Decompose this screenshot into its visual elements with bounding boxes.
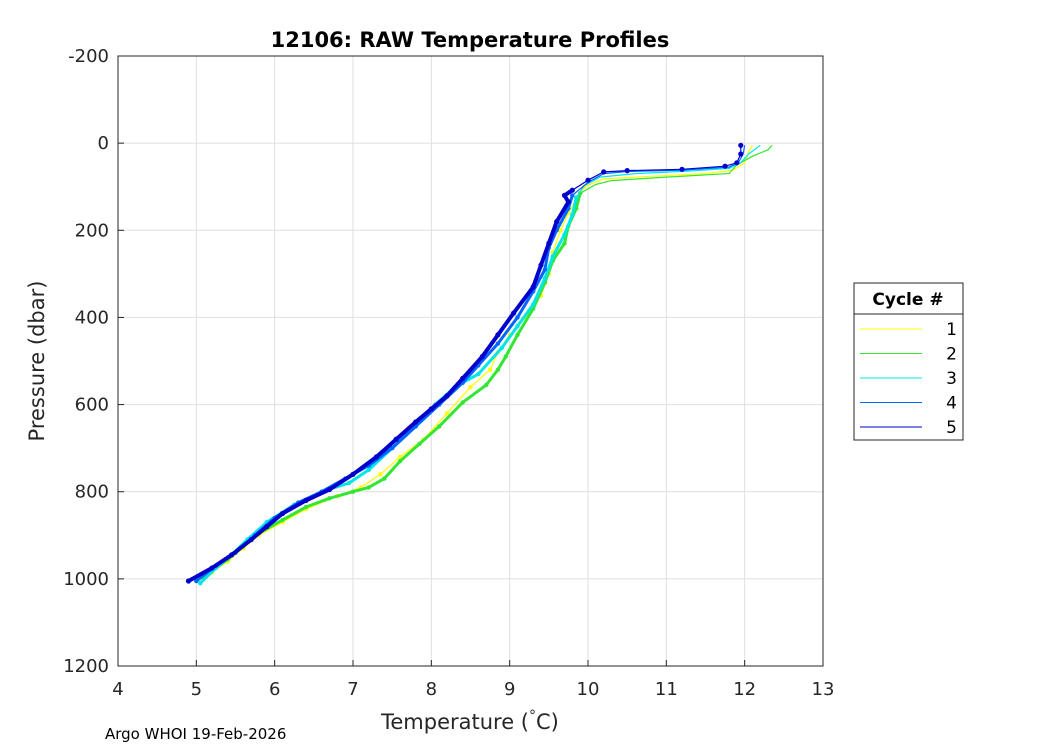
x-tick-label: 6 <box>269 679 280 700</box>
x-tick-label: 7 <box>347 679 358 700</box>
legend-label-cycle-4: 4 <box>946 394 957 414</box>
x-tick-label: 10 <box>577 679 600 700</box>
data-point <box>722 163 728 169</box>
y-tick-labels: -200 0 200 400 600 800 1000 1200 <box>63 46 124 677</box>
legend-title: Cycle # <box>872 290 943 310</box>
data-point <box>444 411 450 416</box>
x-tick-label: 13 <box>812 679 835 700</box>
footer-credit: Argo WHOI 19-Feb-2026 <box>105 725 287 743</box>
data-point <box>738 151 744 157</box>
y-tick-label: 200 <box>75 220 109 241</box>
x-tick-label: 9 <box>504 679 515 700</box>
y-tick-label: 800 <box>75 482 109 503</box>
legend: Cycle # 1 2 3 4 5 <box>853 282 964 441</box>
legend-label-cycle-2: 2 <box>946 345 957 365</box>
y-tick-label: 600 <box>75 395 109 416</box>
data-point <box>397 454 403 460</box>
plot-area <box>117 55 824 667</box>
data-point <box>734 160 740 166</box>
data-point <box>378 472 383 477</box>
data-point <box>487 367 493 372</box>
y-tick-label: 0 <box>98 133 109 154</box>
degree-symbol: ° <box>529 708 536 724</box>
series-layer <box>185 142 773 586</box>
x-tick-label: 11 <box>655 679 678 700</box>
legend-label-cycle-1: 1 <box>946 320 957 340</box>
legend-items: 1 2 3 4 5 <box>860 320 957 438</box>
x-tick-label: 8 <box>426 679 437 700</box>
data-point <box>558 228 563 233</box>
y-tick-label: 1200 <box>63 656 109 677</box>
data-point <box>468 384 473 390</box>
y-tick-label: 400 <box>75 307 109 328</box>
legend-box <box>853 282 964 441</box>
x-tick-label: 12 <box>733 679 756 700</box>
x-axis-title: Temperature (°C) <box>380 708 559 734</box>
x-tick-label: 5 <box>191 679 202 700</box>
legend-label-cycle-3: 3 <box>946 369 957 389</box>
y-tick-label: 1000 <box>63 569 109 590</box>
series-marker-band-cycle-5 <box>186 188 575 583</box>
plot-frame <box>117 55 824 667</box>
x-tick-label: 4 <box>112 679 123 700</box>
data-point <box>585 177 591 183</box>
x-tick-labels: 4 5 6 7 8 9 10 11 12 13 <box>112 660 834 700</box>
data-point <box>738 142 744 148</box>
y-tick-label: -200 <box>68 46 109 67</box>
chart-title: 12106: RAW Temperature Profiles <box>271 28 670 52</box>
data-point <box>679 166 685 172</box>
data-point <box>601 169 607 175</box>
data-point <box>624 168 630 174</box>
y-axis-title: Pressure (dbar) <box>25 281 49 442</box>
series-cycle-5 <box>185 142 744 584</box>
legend-label-cycle-5: 5 <box>946 418 957 438</box>
x-axis-title-unit: C) <box>536 710 559 734</box>
x-axis-title-main: Temperature ( <box>380 710 529 734</box>
